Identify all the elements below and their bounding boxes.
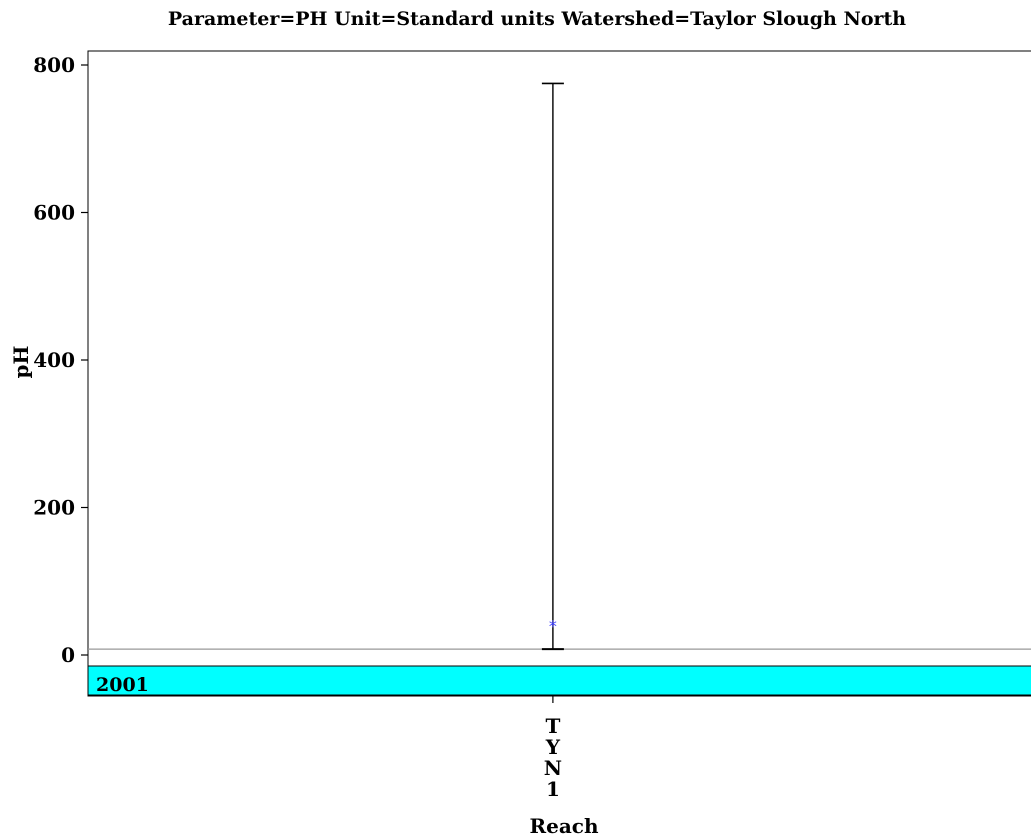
y-tick-label: 0 [61, 643, 75, 667]
year-band-label: 2001 [96, 674, 149, 696]
y-tick-label: 200 [33, 496, 75, 520]
x-tick-label-char: 1 [546, 777, 560, 801]
y-tick-label: 400 [33, 348, 75, 372]
x-axis-label: Reach [529, 814, 598, 838]
x-tick-label-char: T [545, 714, 560, 738]
x-tick-label-char: Y [545, 735, 561, 759]
y-tick-label: 800 [33, 53, 75, 77]
y-axis: 0 200 400 600 800 [33, 53, 88, 667]
y-tick-label: 600 [33, 201, 75, 225]
y-axis-label: pH [9, 346, 33, 379]
chart-title: Parameter=PH Unit=Standard units Watersh… [168, 8, 906, 30]
plot-frame [87, 50, 1031, 697]
chart-marks: * [541, 82, 564, 651]
year-band [87, 665, 1031, 696]
x-tick-label-char: N [544, 756, 562, 780]
mean-marker: * [549, 616, 557, 635]
